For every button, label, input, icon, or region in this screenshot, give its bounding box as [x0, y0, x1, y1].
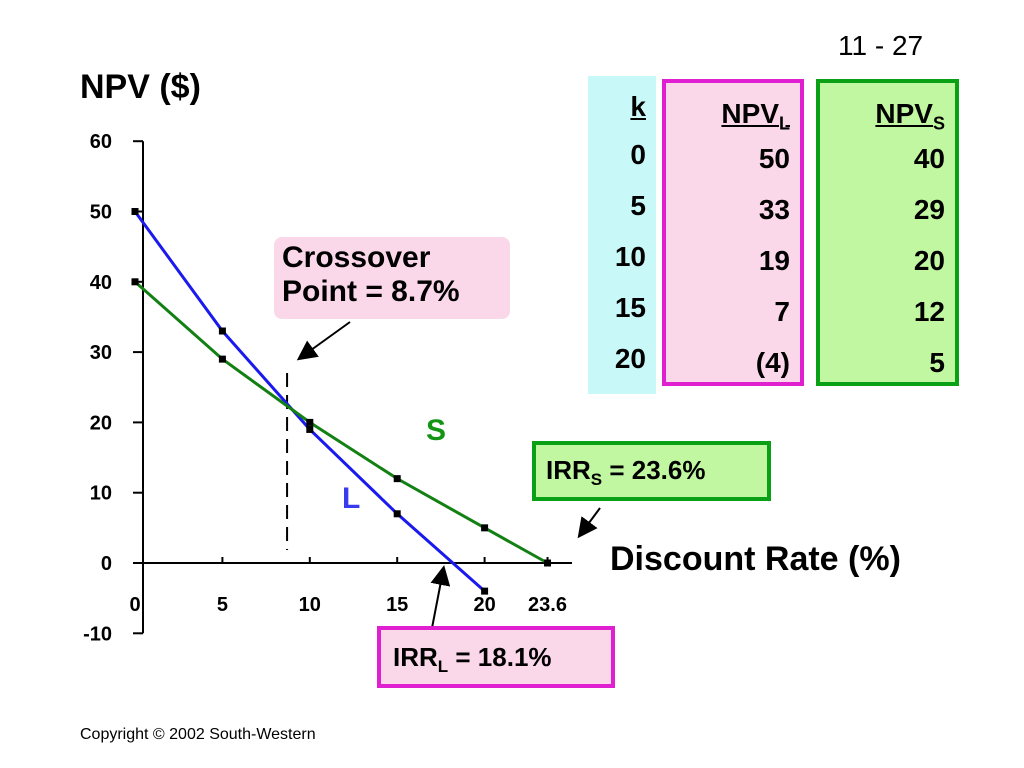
- table-column-npv-s: NPVS 40 29 20 12 5: [816, 79, 959, 386]
- crossover-line2: Point = 8.7%: [282, 275, 460, 308]
- irr-l-callout: IRRL = 18.1%: [377, 626, 615, 688]
- series-l-marker: [393, 510, 401, 518]
- table-cell-npv-l: 19: [758, 245, 790, 276]
- irr-s-callout: IRRS = 23.6%: [532, 441, 771, 501]
- series-l-marker: [481, 587, 489, 595]
- series-l-marker: [306, 425, 314, 433]
- irr-s-value: = 23.6%: [602, 455, 706, 485]
- table-header-npv-l: NPVL: [666, 89, 790, 139]
- x-tick-label: 15: [386, 594, 408, 616]
- series-s-marker: [393, 475, 401, 483]
- table-cell-npv-s: 29: [913, 194, 945, 225]
- series-s-marker: [131, 278, 139, 286]
- y-axis-title: NPV ($): [80, 68, 201, 106]
- series-l-marker: [131, 208, 139, 215]
- x-tick-label: 20: [473, 594, 495, 616]
- y-tick-label: 50: [90, 202, 112, 224]
- table-cell-npv-l: 50: [758, 143, 790, 174]
- table-cell-npv-l: 33: [758, 194, 790, 225]
- irr-s-arrow: [577, 507, 601, 539]
- y-tick-label: 0: [101, 553, 112, 575]
- y-tick-label: 10: [90, 483, 112, 505]
- table-column-k: k 0 5 10 15 20: [588, 76, 656, 394]
- y-tick-label: 40: [90, 272, 112, 294]
- series-s-marker: [481, 524, 489, 532]
- series-l-marker: [218, 327, 226, 335]
- series-label-s: S: [426, 414, 447, 447]
- table-cell-npv-s: 20: [913, 245, 945, 276]
- x-tick-label: 10: [299, 594, 321, 616]
- table-cell-k: 20: [614, 343, 646, 374]
- table-cell-k: 10: [614, 241, 646, 272]
- series-s-marker: [306, 418, 314, 426]
- irr-l-prefix: IRR: [393, 642, 438, 672]
- npv-s-header-subscript: S: [932, 113, 945, 134]
- x-axis-title: Discount Rate (%): [610, 540, 901, 578]
- table-cell-k: 0: [630, 139, 646, 170]
- crossover-line1: Crossover: [282, 241, 431, 274]
- series-s-marker: [544, 559, 552, 567]
- y-tick-label: -10: [83, 623, 112, 645]
- npv-s-header-text: NPV: [875, 98, 933, 129]
- table-cell-npv-l: 7: [774, 296, 790, 327]
- crossover-callout: Crossover Point = 8.7%: [274, 237, 510, 319]
- series-s-line: [134, 280, 549, 565]
- irr-l-arrow: [430, 565, 451, 629]
- irr-l-subscript: L: [437, 657, 449, 677]
- x-tick-label: 0: [129, 594, 140, 616]
- table-cell-k: 15: [614, 292, 646, 323]
- table-cell-npv-l: (4): [755, 347, 790, 378]
- series-label-l: L: [342, 482, 361, 515]
- table-cell-k: 5: [630, 190, 646, 221]
- table-cell-npv-s: 40: [913, 143, 945, 174]
- irr-s-subscript: S: [590, 470, 603, 490]
- copyright-notice: Copyright © 2002 South-Western: [80, 726, 316, 743]
- irr-l-value: = 18.1%: [448, 642, 552, 672]
- table-cell-npv-s: 5: [929, 347, 945, 378]
- x-tick-label: 23.6: [528, 594, 567, 616]
- y-tick-label: 20: [90, 412, 112, 434]
- table-cell-npv-s: 12: [913, 296, 945, 327]
- crossover-arrow: [296, 321, 351, 361]
- table-header-k: k: [630, 91, 646, 122]
- table-header-npv-s: NPVS: [820, 89, 945, 139]
- irr-s-prefix: IRR: [546, 455, 591, 485]
- npv-l-header-subscript: L: [779, 113, 790, 134]
- npv-l-header-text: NPV: [721, 98, 779, 129]
- x-tick-label: 5: [217, 594, 228, 616]
- table-column-npv-l: NPVL 50 33 19 7 (4): [662, 79, 804, 386]
- y-tick-label: 30: [90, 342, 112, 364]
- y-tick-label: 60: [90, 131, 112, 153]
- slide-number: 11 - 27: [838, 30, 924, 61]
- series-s-marker: [218, 355, 226, 363]
